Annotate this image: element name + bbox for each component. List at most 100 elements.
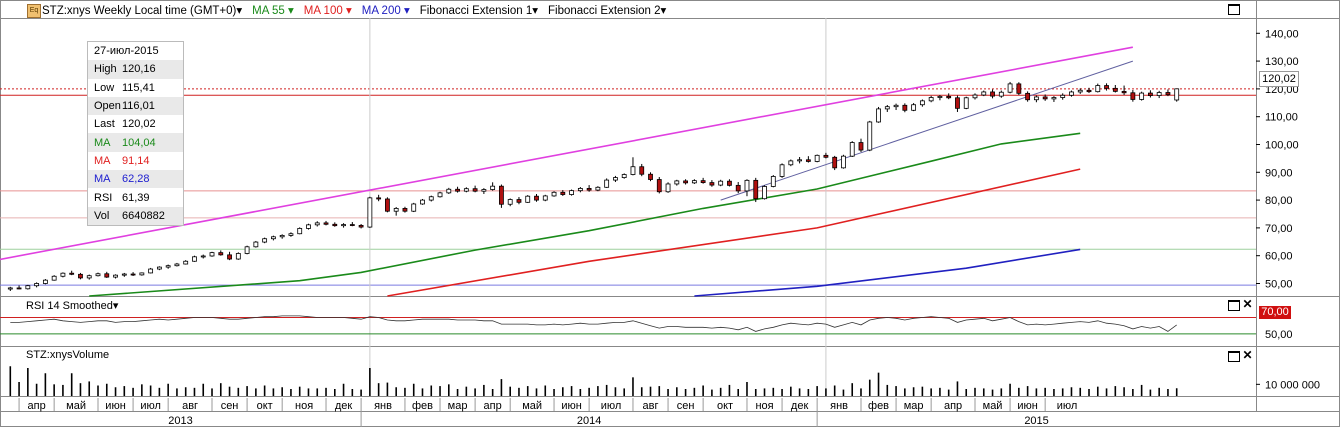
info-row: Open 116,01 (88, 96, 183, 116)
candle-body (648, 173, 653, 180)
month-label: апр (484, 400, 502, 412)
candle-body (542, 195, 548, 201)
chevron-down-icon: ▾ (236, 5, 243, 17)
info-row-label: MA (94, 173, 111, 186)
ma55-menu[interactable]: MA 55 ▾ (252, 3, 294, 17)
moving-average-line (694, 248, 1081, 297)
info-row: Last 120,02 (88, 115, 183, 134)
info-row-label: Open (94, 100, 121, 113)
candle-body (420, 199, 425, 205)
candle-body (744, 179, 750, 192)
candle-body (270, 236, 276, 240)
candle-body (218, 252, 224, 256)
candle-body (911, 104, 917, 111)
month-label: окт (717, 400, 733, 412)
candle-body (928, 97, 934, 102)
fib2-menu[interactable]: Fibonacci Extension 2▾ (548, 3, 666, 17)
info-row: High 120,16 (88, 60, 183, 79)
candle-body (876, 108, 881, 123)
candle-body (297, 228, 303, 235)
candle-body (411, 203, 417, 212)
info-row: MA 62,28 (88, 170, 183, 189)
candle-body (209, 252, 215, 257)
month-label: июл (601, 400, 622, 412)
candle-body (288, 233, 294, 236)
y-tick-label: 80,00 (1265, 195, 1293, 207)
ma200-menu[interactable]: MA 200 ▾ (362, 3, 410, 17)
candle-body (797, 159, 802, 162)
candle-body (69, 272, 75, 275)
candle-body (104, 273, 110, 278)
ma100-label: MA 100 (303, 5, 343, 17)
candle-body (174, 263, 180, 267)
candle-body (700, 180, 706, 183)
candle-body (499, 185, 504, 205)
info-row-label: Vol (94, 209, 110, 222)
candle-body (990, 91, 995, 97)
candle-body (1016, 83, 1022, 94)
candle-body (227, 254, 232, 260)
candle-body (665, 183, 671, 193)
close-icon[interactable]: ✕ (1242, 297, 1253, 311)
candle-body (306, 224, 311, 229)
candle-body (1069, 91, 1074, 96)
maximize-icon[interactable] (1228, 351, 1240, 362)
info-row-label: High (94, 63, 117, 76)
ma200-label: MA 200 (361, 5, 401, 17)
candle-body (858, 142, 864, 151)
close-icon[interactable]: ✕ (1242, 348, 1253, 362)
maximize-icon[interactable] (1228, 300, 1240, 311)
candle-body (262, 238, 268, 243)
info-date: 27-июл-2015 (88, 42, 183, 60)
month-label: апр (944, 400, 962, 412)
symbol-menu[interactable]: STZ:xnys Weekly Local time (GMT+0)▾ (42, 3, 242, 17)
candle-body (946, 95, 952, 99)
month-label: авг (643, 400, 659, 412)
eq-badge-icon[interactable]: Eq (27, 4, 41, 18)
info-row-value: 62,28 (122, 173, 150, 186)
maximize-icon[interactable] (1228, 4, 1240, 15)
rsi-pane-title[interactable]: RSI 14 Smoothed▾ (26, 299, 119, 312)
candle-body (42, 279, 48, 284)
candle-body (516, 199, 522, 203)
y-tick-label: 100,00 (1265, 139, 1299, 151)
candle-body (437, 192, 443, 198)
candle-body (630, 166, 636, 175)
candle-body (823, 154, 829, 158)
candle-body (78, 273, 83, 279)
candle-body (16, 287, 22, 290)
candle-body (95, 273, 101, 277)
fibonacci-line (0, 46, 1134, 261)
month-label: фев (412, 400, 433, 412)
candle-body (814, 154, 820, 162)
candle-body (1139, 92, 1145, 100)
candle-body (1042, 96, 1048, 100)
month-label: дек (335, 400, 353, 412)
month-label: июн (561, 400, 581, 412)
volume-pane-frame (0, 346, 1340, 397)
candle-body (472, 188, 478, 192)
month-label: июл (140, 400, 161, 412)
month-label: июн (105, 400, 125, 412)
y-tick-label: 130,00 (1265, 56, 1299, 68)
candle-body (279, 234, 285, 238)
candle-body (235, 253, 241, 260)
candle-body (385, 198, 390, 212)
info-row: MA 91,14 (88, 151, 183, 171)
fib1-menu[interactable]: Fibonacci Extension 1▾ (420, 3, 538, 17)
candle-body (604, 179, 610, 188)
candle-body (998, 91, 1004, 97)
ma100-menu[interactable]: MA 100 ▾ (304, 3, 352, 17)
candle-body (788, 160, 794, 166)
chevron-down-icon: ▾ (112, 300, 119, 312)
candle-body (183, 260, 189, 265)
month-label: фев (868, 400, 889, 412)
month-label: ноя (295, 400, 313, 412)
month-label: сен (221, 400, 239, 412)
candle-body (1051, 97, 1057, 100)
year-label: 2015 (1024, 415, 1048, 427)
info-row-value: 115,41 (122, 81, 155, 94)
